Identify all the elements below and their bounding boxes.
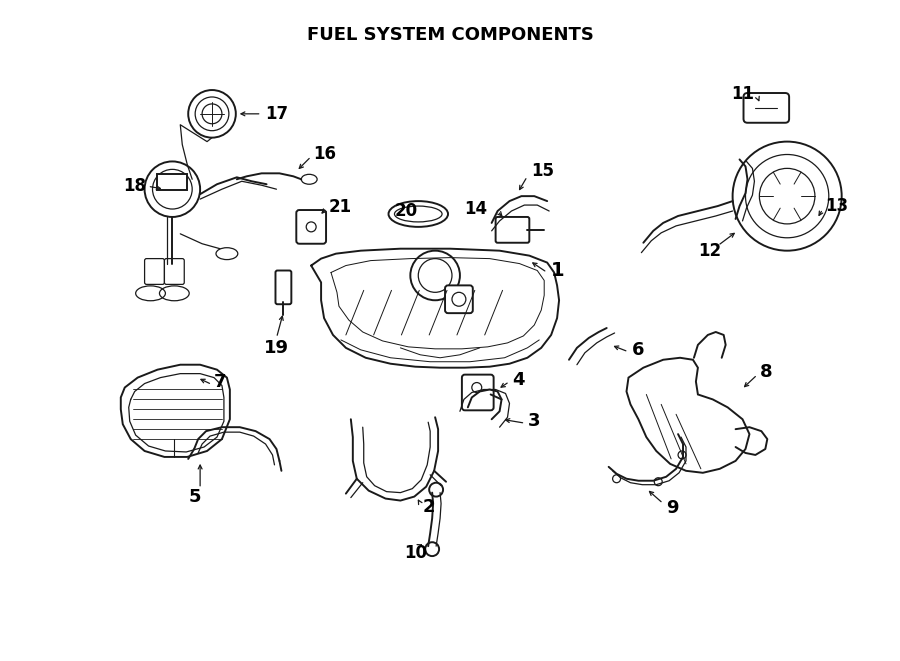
FancyBboxPatch shape — [145, 258, 165, 284]
FancyBboxPatch shape — [496, 217, 529, 243]
Text: 1: 1 — [551, 261, 565, 280]
Circle shape — [410, 251, 460, 300]
Text: 15: 15 — [531, 163, 554, 180]
FancyBboxPatch shape — [296, 210, 326, 244]
Text: 2: 2 — [422, 498, 435, 516]
FancyBboxPatch shape — [462, 375, 493, 410]
Text: 19: 19 — [264, 339, 289, 357]
Text: 3: 3 — [527, 412, 540, 430]
Text: 14: 14 — [464, 200, 488, 218]
Text: 9: 9 — [666, 500, 679, 518]
FancyBboxPatch shape — [743, 93, 789, 123]
Text: FUEL SYSTEM COMPONENTS: FUEL SYSTEM COMPONENTS — [307, 26, 593, 44]
FancyBboxPatch shape — [445, 286, 473, 313]
Text: 16: 16 — [313, 145, 337, 163]
Text: 21: 21 — [329, 198, 352, 216]
Text: 17: 17 — [266, 105, 289, 123]
Text: 8: 8 — [760, 363, 773, 381]
Text: 7: 7 — [214, 373, 227, 391]
Text: 10: 10 — [404, 544, 428, 562]
Text: 4: 4 — [512, 371, 525, 389]
Text: 13: 13 — [824, 197, 848, 215]
Polygon shape — [626, 358, 750, 473]
FancyBboxPatch shape — [158, 175, 187, 190]
FancyBboxPatch shape — [275, 270, 292, 304]
Text: 6: 6 — [632, 341, 644, 359]
Text: 18: 18 — [122, 177, 146, 195]
Text: 11: 11 — [732, 85, 754, 103]
Text: 20: 20 — [394, 202, 418, 220]
Text: 12: 12 — [698, 242, 721, 260]
FancyBboxPatch shape — [165, 258, 184, 284]
Polygon shape — [121, 365, 230, 457]
Text: 5: 5 — [188, 488, 201, 506]
